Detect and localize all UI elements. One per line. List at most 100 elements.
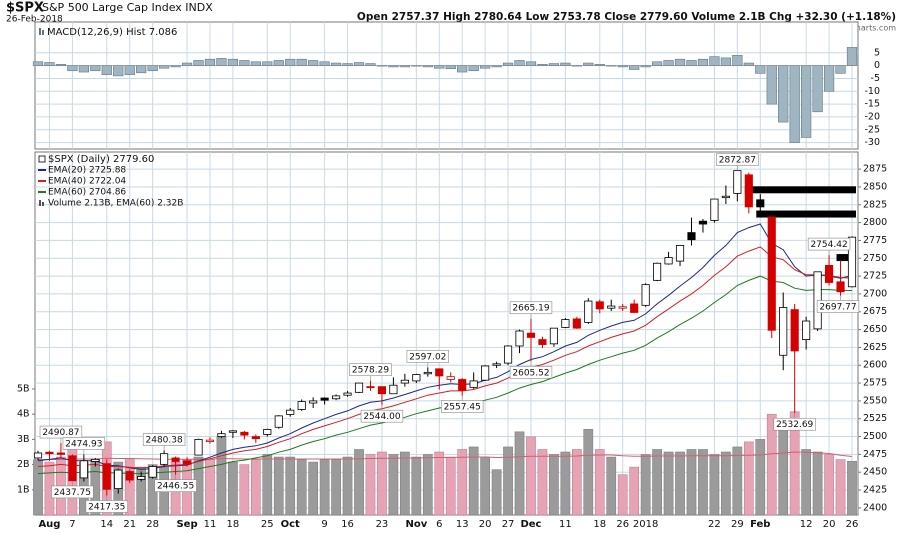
candle-body: [733, 170, 742, 194]
macd-bar: [801, 65, 812, 138]
candle-body: [320, 397, 329, 401]
macd-bar: [32, 61, 44, 66]
candle-body: [343, 392, 352, 396]
level-line: [756, 210, 856, 218]
candle-body: [435, 368, 444, 377]
volume-bar: [560, 451, 571, 516]
candle-body: [481, 365, 490, 381]
y-tick-label: 2700: [863, 288, 887, 299]
volume-bar: [216, 436, 227, 516]
macd-bar: [285, 58, 296, 66]
volume-bar: [835, 459, 846, 516]
level-line: [836, 254, 856, 262]
volume-bar: [675, 451, 685, 516]
macd-tick-label: -15: [864, 99, 880, 110]
price-label-box: [62, 437, 106, 450]
candle-body: [205, 439, 215, 442]
candle-body: [664, 257, 673, 265]
macd-bar: [44, 62, 55, 66]
macd-bar: [227, 58, 239, 66]
price-label-box: [807, 237, 851, 251]
candle-body: [137, 476, 146, 480]
macd-bar: [502, 62, 514, 66]
macd-bar: [158, 65, 170, 69]
volume-bar: [468, 446, 479, 516]
candle-body: [423, 371, 432, 375]
macd-bar: [674, 58, 686, 66]
candle-body: [102, 463, 111, 490]
volume-bar: [273, 456, 284, 516]
macd-bar: [766, 65, 777, 105]
price-label-box: [816, 300, 860, 313]
x-tick-label: 7: [69, 519, 75, 530]
candle-body: [584, 300, 593, 323]
level-line: [744, 186, 856, 194]
candle-body: [79, 460, 88, 479]
x-tick-label: 23: [376, 519, 389, 530]
x-tick-label: Dec: [520, 519, 541, 530]
x-tick-label: 26: [616, 519, 629, 530]
macd-bar: [113, 65, 124, 77]
candle-body: [251, 436, 260, 440]
candle-body: [515, 330, 524, 347]
volume-bar: [549, 454, 559, 516]
volume-bar: [526, 436, 536, 516]
volume-bar: [136, 466, 147, 516]
x-tick-label: 20: [479, 519, 492, 530]
macd-bar: [181, 62, 193, 66]
macd-bar: [457, 65, 468, 73]
volume-bar: [411, 456, 422, 516]
x-tick-label: 11: [559, 519, 572, 530]
y-tick-label: 2450: [863, 467, 887, 478]
macd-bar: [548, 63, 560, 66]
price-label: 2605.52: [512, 368, 549, 378]
macd-bar: [262, 61, 273, 66]
x-tick-label: 12: [800, 519, 813, 530]
price-label-box: [142, 433, 186, 446]
macd-bar: [755, 65, 766, 74]
index-name: S&P 500 Large Cap Index INDX: [42, 1, 213, 14]
volume-bar: [709, 454, 720, 516]
volume-bar: [400, 451, 410, 516]
candle-body: [458, 379, 467, 391]
y-tick-label: 2625: [863, 342, 887, 353]
y-tick-label: 2500: [863, 431, 887, 442]
candle-body: [114, 469, 123, 490]
x-tick-label: 26: [846, 519, 859, 530]
macd-bar: [319, 61, 330, 66]
price-label: 2544.00: [363, 412, 400, 422]
volume-bar: [457, 449, 468, 516]
macd-bar: [273, 60, 284, 66]
macd-bar: [812, 65, 823, 113]
candle-body: [332, 395, 341, 400]
candle-body: [595, 301, 604, 310]
legend-label: Volume 2.13B, EMA(60) 2.32B: [48, 199, 183, 209]
volume-bar: [308, 461, 318, 516]
macd-bar: [67, 65, 78, 72]
candle-body: [492, 363, 501, 366]
y-tick-label: 2425: [863, 485, 887, 496]
price-label: 2446.55: [157, 482, 194, 492]
macd-legend-icon: [39, 28, 41, 35]
macd-bar: [353, 62, 365, 66]
volume-bar: [250, 459, 261, 516]
x-tick-label: 22: [708, 519, 721, 530]
x-tick-label: Nov: [405, 519, 427, 530]
date: 26-Feb-2018: [6, 15, 63, 25]
macd-bar: [514, 60, 525, 66]
volume-bar: [698, 449, 708, 516]
price-label-box: [716, 153, 759, 166]
volume-bar: [617, 474, 628, 516]
macd-bar: [330, 62, 342, 66]
candle-body: [228, 430, 237, 433]
y-tick-label: 2825: [863, 199, 887, 210]
macd-bar: [365, 63, 376, 66]
volume-bar: [205, 459, 215, 516]
x-tick-label: 16: [341, 519, 354, 530]
volume-bar: [33, 459, 43, 516]
candle-body: [744, 174, 753, 208]
candle-body: [469, 380, 478, 388]
y-tick-label: 2475: [863, 449, 887, 460]
candle-body: [721, 195, 730, 199]
price-label-box: [509, 365, 553, 379]
